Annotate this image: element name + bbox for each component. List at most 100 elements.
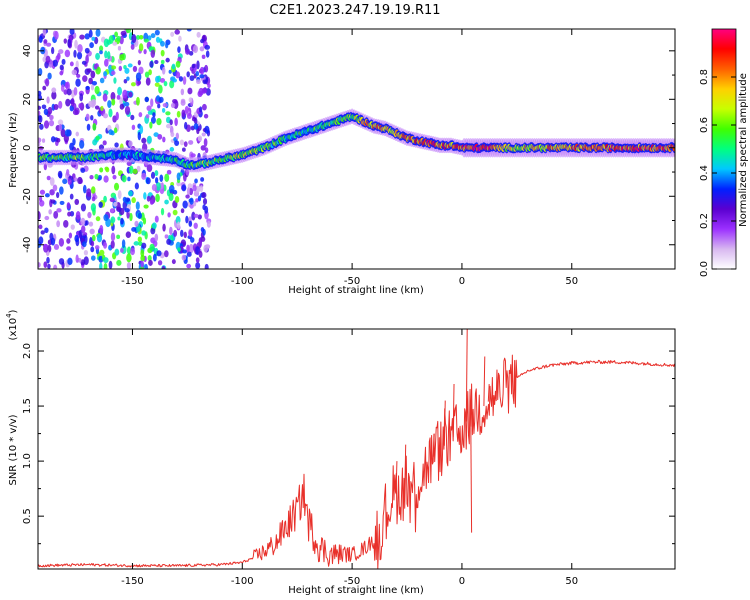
noise-blob (113, 201, 118, 207)
noise-blob (95, 52, 100, 60)
noise-blob (75, 78, 81, 87)
noise-blob (64, 82, 69, 89)
noise-blob (202, 79, 208, 85)
noise-blob (192, 184, 197, 192)
noise-blob (78, 103, 83, 109)
noise-blob (202, 198, 208, 205)
noise-blob (45, 42, 52, 47)
noise-blob (202, 204, 206, 211)
snr-spike (432, 433, 435, 457)
noise-blob (201, 88, 208, 94)
noise-blob (59, 64, 64, 71)
noise-blob (198, 250, 203, 258)
noise-blob (165, 42, 169, 49)
noise-blob (176, 221, 181, 230)
noise-blob (104, 58, 109, 67)
bottom-x-tick-label: -50 (344, 576, 360, 587)
noise-blob (141, 230, 147, 236)
noise-blob (140, 254, 146, 262)
noise-blob (176, 110, 181, 118)
noise-blob (181, 254, 187, 261)
y-multiplier-label: (x104) (5, 309, 19, 340)
noise-blob (169, 80, 175, 89)
noise-blob (204, 64, 209, 73)
noise-blob (143, 38, 149, 43)
noise-blob (141, 172, 147, 180)
noise-blob (158, 96, 164, 103)
noise-blob (56, 137, 61, 143)
noise-blob (164, 173, 170, 182)
noise-blob (103, 262, 108, 269)
noise-blob (94, 85, 100, 95)
noise-blob (86, 68, 92, 73)
noise-blob (195, 71, 200, 77)
noise-blob (113, 182, 120, 191)
noise-blob (205, 50, 210, 58)
noise-blob (110, 92, 116, 101)
noise-blob (183, 141, 188, 147)
noise-blob (146, 135, 152, 144)
noise-blob (53, 103, 59, 110)
noise-blob (109, 208, 114, 214)
noise-blob (38, 115, 43, 123)
noise-blob (184, 121, 188, 130)
noise-blob (141, 137, 147, 144)
noise-blob (117, 216, 121, 221)
noise-blob (186, 251, 192, 257)
noise-blob (39, 123, 44, 130)
noise-blob (103, 214, 109, 222)
noise-blob (179, 139, 185, 146)
noise-blob (159, 174, 164, 182)
noise-blob (125, 29, 132, 34)
noise-blob (122, 89, 128, 99)
noise-blob (82, 75, 88, 82)
noise-blob (99, 249, 105, 256)
noise-blob (163, 80, 168, 87)
noise-blob (127, 63, 133, 68)
noise-blob (47, 263, 51, 269)
noise-blob (198, 106, 203, 113)
noise-blob (164, 250, 169, 258)
noise-blob (51, 46, 55, 55)
noise-blob (144, 263, 148, 269)
noise-blob (53, 210, 59, 219)
noise-blob (152, 253, 157, 262)
noise-blob (126, 253, 132, 263)
noise-blob (122, 196, 127, 203)
noise-blob (43, 108, 49, 116)
noise-blob (188, 229, 193, 237)
noise-blob (111, 70, 116, 76)
noise-blob (183, 231, 187, 239)
colorbar-frame (711, 28, 737, 270)
noise-blob (51, 87, 57, 93)
noise-blob (38, 105, 42, 110)
noise-blob (194, 178, 198, 184)
noise-blob (58, 123, 63, 132)
noise-blob (138, 66, 144, 75)
noise-blob (60, 84, 65, 92)
noise-blob (171, 63, 176, 70)
noise-blob (49, 114, 54, 121)
noise-blob (68, 232, 73, 239)
noise-blob (199, 66, 205, 75)
noise-blob (38, 262, 41, 268)
noise-blob (112, 41, 118, 46)
noise-blob (155, 181, 161, 191)
top-x-tick-label: 50 (565, 276, 578, 287)
noise-blob (92, 123, 97, 131)
noise-blob (169, 147, 175, 152)
noise-blob (51, 91, 57, 100)
noise-blob (85, 113, 90, 121)
noise-blob (172, 99, 178, 104)
noise-blob (175, 132, 180, 140)
noise-blob (165, 111, 171, 116)
noise-blob (157, 260, 163, 266)
noise-blob (66, 88, 72, 96)
noise-blob (90, 186, 96, 194)
noise-blob (77, 44, 83, 53)
noise-blob (190, 153, 196, 158)
noise-blob (108, 260, 113, 269)
noise-blob (138, 112, 143, 118)
noise-blob (103, 175, 109, 183)
